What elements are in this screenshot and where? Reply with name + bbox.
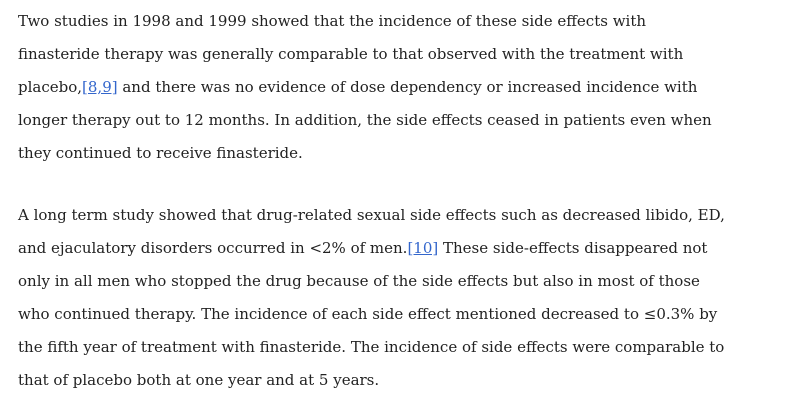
reference-link[interactable]: [8,9] (82, 78, 118, 96)
text-run: the fifth year of treatment with finaste… (18, 338, 725, 356)
text-line: Two studies in 1998 and 1999 showed that… (18, 5, 712, 38)
text-line: only in all men who stopped the drug bec… (18, 265, 725, 298)
text-line: and ejaculatory disorders occurred in <2… (18, 232, 725, 265)
text-run: Two studies in 1998 and 1999 showed that… (18, 12, 647, 30)
text-run: placebo, (18, 78, 83, 96)
reference-link[interactable]: [10] (407, 239, 439, 257)
text-line: finasteride therapy was generally compar… (18, 38, 712, 71)
text-run: and there was no evidence of dose depend… (117, 78, 698, 96)
text-run: only in all men who stopped the drug bec… (18, 272, 700, 290)
text-run: who continued therapy. The incidence of … (18, 305, 718, 323)
text-line: placebo,[8,9] and there was no evidence … (18, 71, 712, 104)
text-run: and ejaculatory disorders occurred in <2… (18, 239, 408, 257)
text-run: finasteride therapy was generally compar… (18, 45, 684, 63)
paragraph: A long term study showed that drug-relat… (18, 199, 725, 397)
text-line: that of placebo both at one year and at … (18, 364, 725, 397)
text-run: These side-effects disappeared not (438, 239, 708, 257)
text-run: longer therapy out to 12 months. In addi… (18, 111, 712, 129)
text-run: they continued to receive finasteride. (18, 144, 303, 162)
text-run: A long term study showed that drug-relat… (18, 206, 725, 224)
text-line: A long term study showed that drug-relat… (18, 199, 725, 232)
paragraph: Two studies in 1998 and 1999 showed that… (18, 5, 712, 170)
text-run: that of placebo both at one year and at … (18, 371, 380, 389)
text-line: they continued to receive finasteride. (18, 137, 712, 170)
text-line: longer therapy out to 12 months. In addi… (18, 104, 712, 137)
text-line: the fifth year of treatment with finaste… (18, 331, 725, 364)
text-line: who continued therapy. The incidence of … (18, 298, 725, 331)
